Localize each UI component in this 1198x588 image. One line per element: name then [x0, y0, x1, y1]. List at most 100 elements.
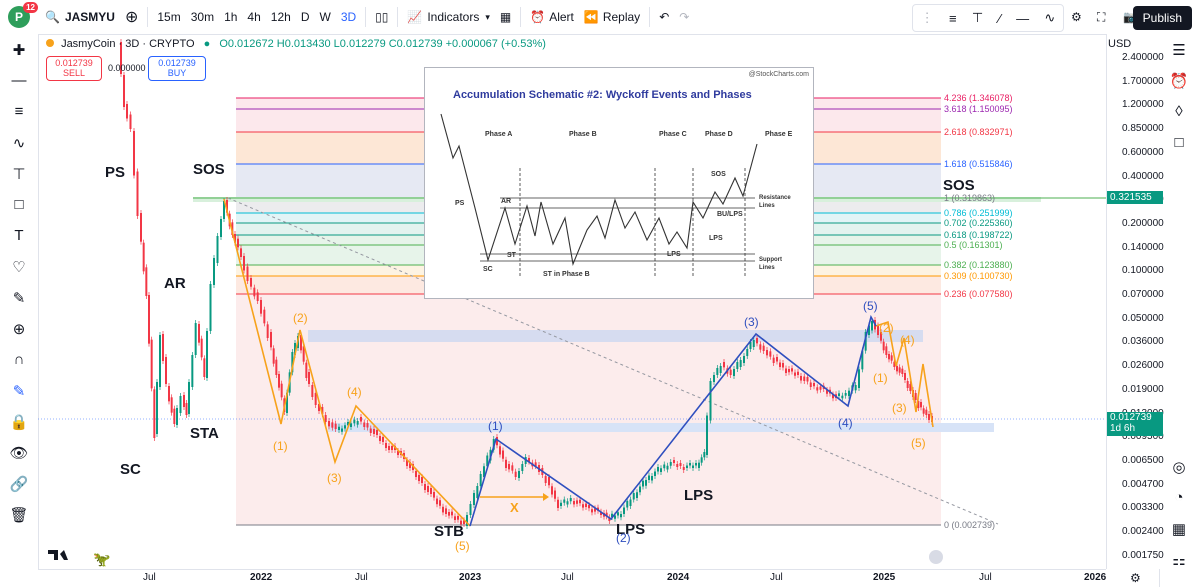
candle [623, 507, 625, 514]
candle [560, 502, 562, 506]
link-icon[interactable]: 🔗 [9, 475, 29, 493]
price-tick-label: 0.400000 [1122, 170, 1164, 182]
legend-eye-icon[interactable]: ● [203, 38, 211, 50]
candle [237, 238, 239, 248]
candle [286, 392, 288, 413]
watchlist-icon[interactable]: ☰ [1172, 41, 1186, 59]
fib-tool-icon[interactable]: ≡ [14, 103, 24, 120]
horizontal-ray-icon[interactable]: — [1016, 10, 1030, 26]
candle [920, 402, 922, 408]
candle [544, 476, 547, 483]
time-axis[interactable] [38, 569, 1106, 588]
timeframe-3d[interactable]: 3D [340, 10, 357, 24]
annotation-lps-2: LPS [684, 487, 713, 504]
candle [890, 355, 893, 361]
timeframe-15m[interactable]: 15m [157, 10, 181, 24]
orange-wave-path-1 [223, 198, 471, 527]
layers-icon[interactable]: ◊ [1175, 103, 1183, 120]
trash-icon[interactable]: 🗑 [9, 506, 29, 524]
screener-icon[interactable]: ⚏ [1172, 551, 1186, 569]
lock-icon[interactable]: 🔒 [9, 413, 29, 431]
timeframe-d[interactable]: D [300, 10, 310, 24]
zoom-in-icon[interactable]: ⊕ [12, 320, 26, 338]
candle [363, 422, 366, 427]
candle [709, 381, 712, 421]
price-axis[interactable] [1106, 34, 1161, 569]
heart-icon[interactable]: ♡ [12, 258, 26, 276]
trend-line-icon[interactable]: ∕ [998, 10, 1001, 26]
pattern-tool-icon[interactable]: ∿ [12, 134, 26, 152]
legend-ohlc: O0.012672 H0.013430 L0.012279 C0.012739 … [219, 38, 546, 50]
candle [356, 421, 359, 425]
symbol-search[interactable]: 🔍 JASMYU [40, 0, 120, 34]
fib-icon[interactable]: ≡ [948, 10, 957, 26]
speedometer-icon[interactable]: ◔ [1174, 489, 1184, 506]
flag-icon[interactable] [929, 550, 943, 564]
timeframe-w[interactable]: W [319, 10, 331, 24]
timeframe-12h[interactable]: 12h [270, 10, 291, 24]
time-tick-label: Jul [143, 572, 156, 583]
text-tool-icon[interactable]: T [14, 227, 24, 244]
undo-button[interactable]: ↶ [654, 0, 674, 34]
timeframe-1h[interactable]: 1h [224, 10, 238, 24]
path-icon[interactable]: ∿ [1044, 10, 1056, 25]
candle [415, 471, 417, 477]
fullscreen-button[interactable]: ⛶ [1092, 0, 1110, 34]
sell-button[interactable]: 0.012739 SELL [46, 56, 102, 81]
candle [557, 499, 559, 508]
text-cursor-icon[interactable]: ⊤ [971, 10, 984, 25]
target-icon[interactable]: ◎ [1172, 458, 1186, 476]
annotation-ar: AR [164, 275, 186, 292]
candle [206, 331, 208, 378]
drag-handle-icon[interactable]: ⋮ [920, 10, 934, 25]
candle [648, 475, 650, 480]
compare-button[interactable]: ⊕ [120, 0, 143, 34]
magnet-icon[interactable]: ∩ [13, 351, 25, 368]
candle [433, 492, 435, 498]
ruler-icon[interactable]: ✎ [12, 289, 26, 307]
timeframe-4h[interactable]: 4h [247, 10, 261, 24]
alerts-clock-icon[interactable]: ⏰ [1169, 72, 1189, 90]
calendar-icon[interactable]: ▦ [1171, 520, 1187, 538]
time-tick-label: Jul [355, 572, 368, 583]
user-avatar[interactable]: P 12 [8, 2, 38, 28]
candle [360, 417, 362, 422]
templates-button[interactable]: ▦ [495, 0, 516, 34]
candle [794, 372, 796, 376]
candle [617, 512, 619, 516]
candle [632, 493, 635, 500]
replay-button[interactable]: ⏪ Replay [579, 0, 645, 34]
settings-button[interactable]: ⚙ [1066, 0, 1087, 34]
chart-type-button[interactable]: ▯▯ [370, 0, 393, 34]
candle [300, 335, 302, 351]
timeframe-30m[interactable]: 30m [190, 10, 215, 24]
projection-tool-icon[interactable]: ⊤ [12, 165, 26, 183]
brush-tool-icon[interactable]: □ [14, 196, 24, 213]
axis-settings-gear-icon[interactable]: ⚙ [1130, 571, 1141, 585]
inset-credit: @StockCharts.com [748, 71, 809, 78]
indicators-button[interactable]: 📈 Indicators ▾ [402, 0, 495, 34]
redo-button[interactable]: ↷ [674, 0, 694, 34]
trend-line-tool-icon[interactable]: ― [11, 72, 27, 89]
stay-in-drawing-mode-icon[interactable]: ✎ [12, 382, 26, 400]
inset-phase-d: Phase D [705, 131, 733, 138]
chat-icon[interactable]: □ [1174, 134, 1184, 151]
currency-selector[interactable]: USD [1108, 38, 1132, 50]
candle [314, 393, 317, 405]
candle [123, 75, 125, 107]
buy-button[interactable]: 0.012739 BUY [148, 56, 206, 81]
candle [142, 242, 145, 272]
candle [576, 500, 578, 504]
alert-button[interactable]: ⏰ Alert [525, 0, 579, 34]
crosshair-icon[interactable]: ✚ [12, 41, 26, 59]
candle [321, 407, 324, 414]
bar-countdown: 1d 6h [1110, 423, 1136, 434]
dino-icon[interactable]: 🦖 [93, 551, 111, 567]
legend-title[interactable]: JasmyCoin · 3D · CRYPTO [61, 38, 195, 50]
candle [331, 422, 334, 428]
publish-button[interactable]: Publish [1132, 6, 1192, 30]
eye-icon[interactable]: 👁 [9, 444, 29, 462]
candle [209, 284, 212, 331]
candle [305, 362, 308, 378]
candle [486, 455, 489, 467]
